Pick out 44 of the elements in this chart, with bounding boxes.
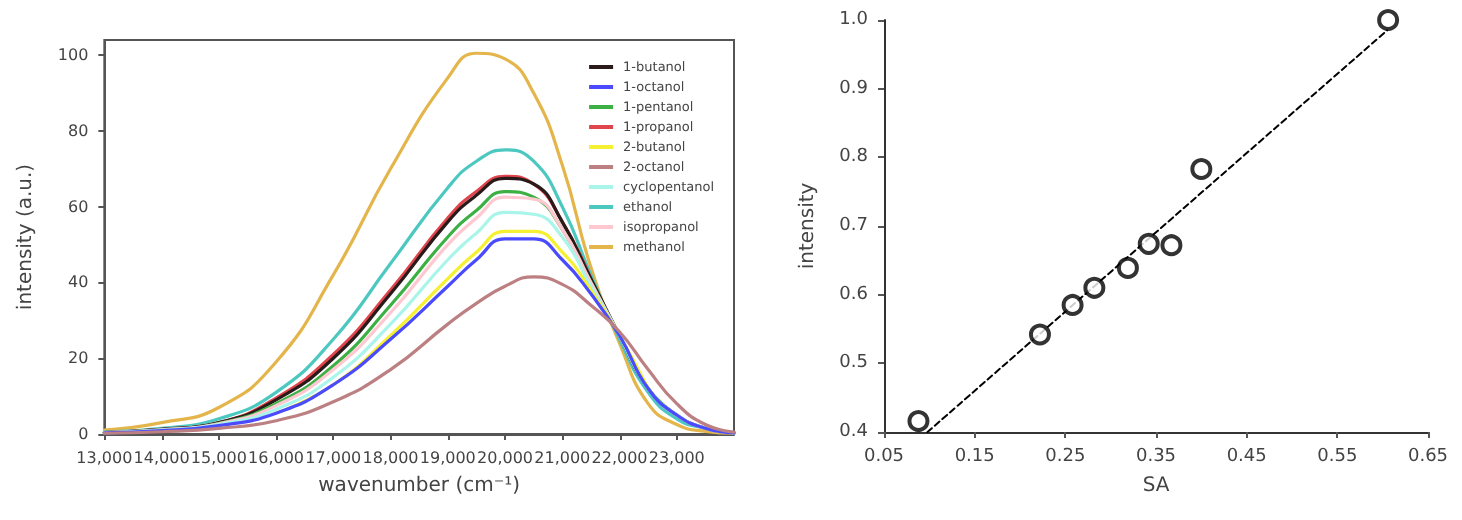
y-tick-label: 40	[67, 273, 89, 292]
y-tick-label: 0.6	[839, 284, 869, 305]
x-axis-title: wavenumber (cm⁻¹)	[318, 474, 521, 497]
point	[1137, 232, 1160, 255]
x-tick-label: 22,000	[591, 449, 648, 467]
x-tick-label: 21,000	[534, 449, 591, 467]
y-axis-title: intensity (a.u.)	[15, 163, 37, 311]
x-tick-label: 14,000	[133, 449, 190, 467]
y-tick-label: 0	[78, 425, 89, 443]
x-axis-title: SA	[1142, 474, 1170, 497]
y-tick-label: 0.7	[839, 216, 868, 236]
y-tick-label: 20	[67, 349, 89, 368]
x-tick-label: 23,000	[648, 449, 705, 467]
y-tick-label: 80	[67, 121, 89, 140]
point	[1377, 9, 1400, 31]
x-tick-label: 19,000	[419, 449, 476, 467]
y-tick-label: 0.5	[839, 353, 868, 374]
point	[1160, 234, 1183, 257]
y-tick-label: 0.9	[839, 78, 869, 99]
y-axis-title: intensity	[796, 182, 819, 270]
point	[1028, 323, 1051, 346]
point	[1190, 158, 1213, 180]
y-tick-label: 100	[57, 46, 89, 65]
x-tick-label: 20,000	[477, 449, 534, 467]
x-tick-label: 13,000	[76, 449, 133, 467]
point	[1061, 293, 1084, 316]
x-tick-label: 15,000	[190, 449, 247, 467]
y-tick-label: 1.0	[839, 10, 869, 30]
point	[1116, 256, 1139, 279]
x-tick-label: 0.55	[1317, 447, 1358, 467]
x-tick-label: 16,000	[248, 449, 305, 467]
point	[1083, 276, 1106, 299]
x-tick-label: 18,000	[362, 449, 419, 467]
x-tick-label: 0.45	[1226, 447, 1267, 467]
x-tick-label: 0.25	[1045, 447, 1086, 467]
x-tick-label: 17,000	[305, 449, 362, 467]
y-tick-label: 0.8	[839, 147, 869, 168]
x-tick-label: 0.35	[1135, 447, 1177, 467]
point	[907, 410, 930, 433]
x-tick-label: 0.65	[1407, 447, 1449, 467]
x-tick-label: 0.05	[863, 447, 905, 467]
x-tick-label: 0.15	[954, 447, 995, 467]
y-tick-label: 60	[67, 197, 89, 216]
y-tick-label: 0.4	[839, 422, 869, 442]
